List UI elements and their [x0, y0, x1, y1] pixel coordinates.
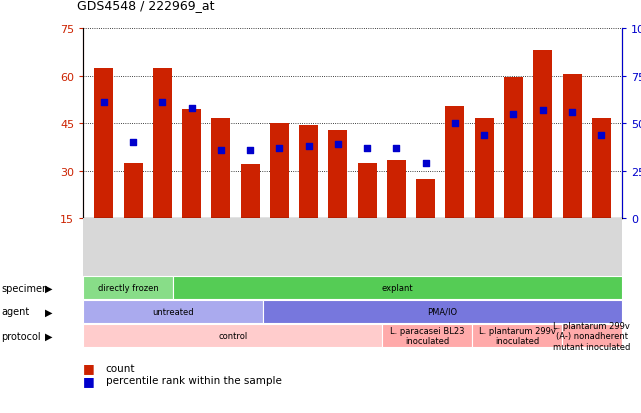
Point [274, 145, 285, 152]
Point [333, 142, 343, 148]
Bar [592, 119, 611, 219]
Text: untreated: untreated [153, 307, 194, 316]
Point [99, 100, 109, 106]
Point [128, 140, 138, 146]
Bar [153, 69, 172, 219]
Point [420, 161, 431, 167]
Point [479, 132, 489, 139]
Text: count: count [106, 363, 135, 373]
Bar [240, 165, 260, 219]
Bar [387, 160, 406, 219]
Point [391, 145, 401, 152]
Bar [328, 130, 347, 219]
Bar [475, 119, 494, 219]
Bar [504, 78, 523, 219]
Point [567, 109, 577, 116]
Text: ▶: ▶ [45, 283, 53, 293]
Text: L. paracasei BL23
inoculated: L. paracasei BL23 inoculated [390, 326, 465, 346]
Text: agent: agent [1, 306, 29, 317]
Point [596, 132, 606, 139]
Bar [358, 164, 377, 219]
Text: ▶: ▶ [45, 331, 53, 341]
Point [508, 111, 519, 118]
Bar [533, 51, 553, 219]
Text: L. plantarum 299v
(A-) nonadherent
mutant inoculated: L. plantarum 299v (A-) nonadherent mutan… [553, 321, 631, 351]
Text: ■: ■ [83, 374, 95, 387]
Point [216, 147, 226, 154]
Text: ▶: ▶ [45, 306, 53, 317]
Text: specimen: specimen [1, 283, 49, 293]
Text: GDS4548 / 222969_at: GDS4548 / 222969_at [77, 0, 215, 12]
Bar [212, 119, 230, 219]
Text: L. plantarum 299v
inoculated: L. plantarum 299v inoculated [479, 326, 556, 346]
Text: control: control [219, 332, 247, 340]
Text: ■: ■ [83, 361, 95, 375]
Bar [299, 126, 318, 219]
Point [304, 143, 314, 150]
Text: protocol: protocol [1, 331, 41, 341]
Text: percentile rank within the sample: percentile rank within the sample [106, 375, 281, 385]
Bar [445, 107, 465, 219]
Point [245, 147, 255, 154]
Bar [563, 75, 581, 219]
Point [157, 100, 167, 106]
Bar [182, 109, 201, 219]
Text: PMA/IO: PMA/IO [428, 307, 457, 316]
Bar [94, 69, 113, 219]
Point [450, 121, 460, 127]
Text: directly frozen: directly frozen [98, 284, 158, 292]
Point [538, 107, 548, 114]
Bar [124, 164, 142, 219]
Point [362, 145, 372, 152]
Bar [416, 179, 435, 219]
Point [187, 105, 197, 112]
Text: explant: explant [381, 284, 413, 292]
Bar [270, 124, 289, 219]
